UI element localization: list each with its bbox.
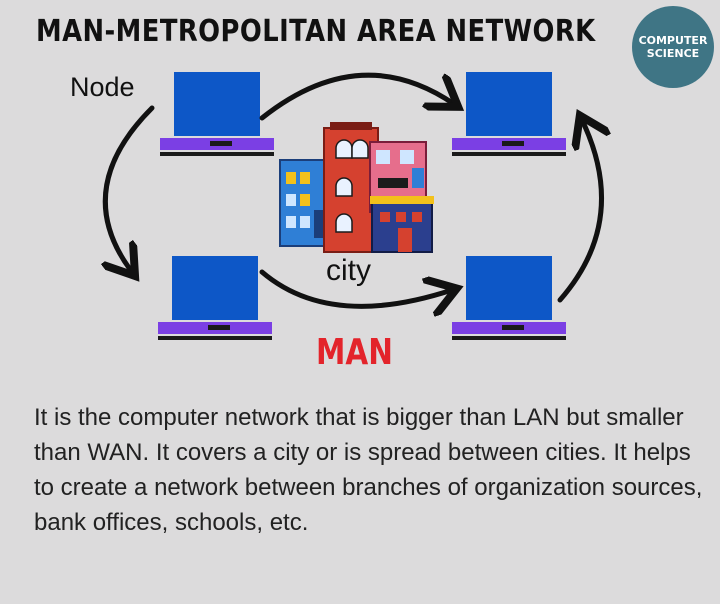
badge-line-2: SCIENCE [646, 47, 700, 60]
computer-science-badge: COMPUTER SCIENCE [632, 6, 714, 88]
badge-line-1: COMPUTER [638, 34, 708, 47]
arrow-icon-bottom [259, 269, 452, 306]
man-diagram [0, 72, 720, 340]
city-buildings-icon [279, 122, 434, 253]
arrow-icon-top [259, 72, 454, 121]
laptop-icon-bottom-left [158, 256, 272, 340]
page-title: MAN-METROPOLITAN AREA NETWORK [36, 14, 596, 49]
city-label: city [326, 254, 371, 287]
laptop-icon-bottom-right [452, 256, 566, 340]
laptop-icon-top-right [452, 72, 566, 156]
laptop-icon-top-left [160, 72, 274, 156]
arrow-icon-right [557, 120, 602, 303]
man-label: MAN [316, 332, 393, 373]
arrow-icon-left [105, 105, 155, 272]
description-text: It is the computer network that is bigge… [34, 404, 703, 536]
node-label: Node [70, 72, 135, 102]
